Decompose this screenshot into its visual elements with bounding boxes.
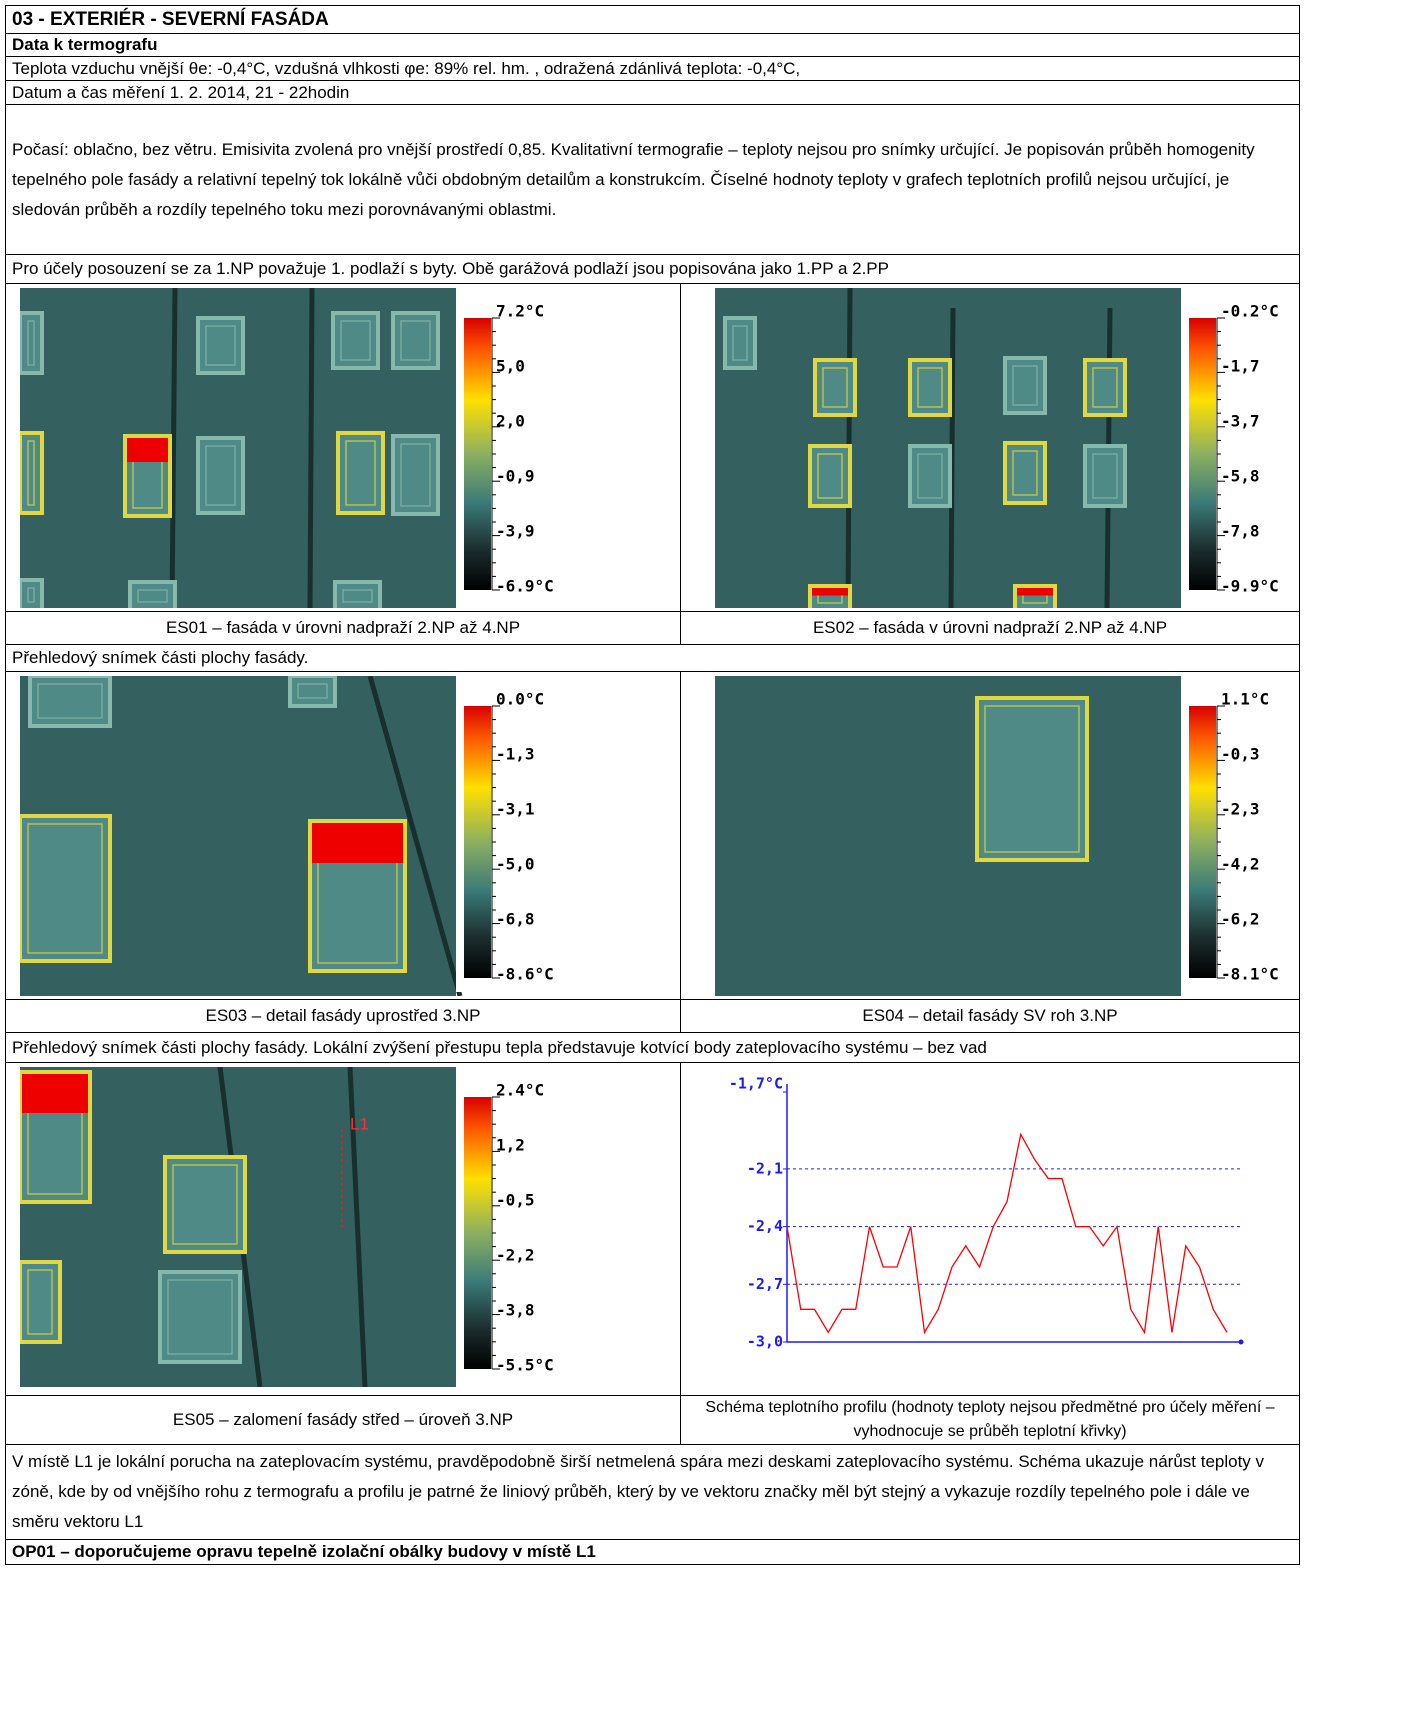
scale-label: -5.5°C [496, 1356, 554, 1375]
svg: 0.0°C -1,3 -3,1 -5,0 -6,8 -8.6°C [20, 676, 566, 996]
scale-label: -2,2 [496, 1246, 535, 1265]
scale-label: -8.6°C [496, 965, 554, 984]
svg: -3,0 -2,7 -2,4 -2,1 -1,7°C [681, 1067, 1299, 1395]
scale-label: -3,9 [496, 522, 535, 541]
window [290, 676, 335, 706]
scale-label: -9.9°C [1221, 577, 1279, 596]
image-cell: -0.2°C -1,7 -3,7 -5,8 -7,8 -9.9°C [681, 284, 1300, 612]
chart-caption: Schéma teplotního profilu (hodnoty teplo… [681, 1396, 1300, 1445]
heat-spot [312, 823, 403, 863]
svg: -0.2°C -1,7 -3,7 -5,8 -7,8 -9.9°C [715, 288, 1291, 608]
thermal-background [715, 676, 1181, 996]
scale-label: 2.4°C [496, 1081, 544, 1100]
scale-label: -0,5 [496, 1191, 535, 1210]
window [130, 582, 175, 608]
overview: Přehledový snímek části plochy fasády. [6, 645, 1300, 672]
scale-label: -5,8 [1221, 467, 1260, 486]
scale-label: -3,8 [496, 1301, 535, 1320]
scale-label: 7.2°C [496, 302, 544, 321]
window [20, 580, 42, 608]
scale-label: -7,8 [1221, 522, 1260, 541]
profile-line [787, 1134, 1227, 1332]
note: Pro účely posouzení se za 1.NP považuje … [6, 255, 1300, 284]
scale-label: -4,2 [1221, 855, 1260, 874]
conditions: Teplota vzduchu vnější θe: -0,4°C, vzduš… [6, 57, 1300, 81]
scale-label: 0.0°C [496, 690, 544, 709]
heat-spot [812, 588, 848, 596]
scale-label: -6,8 [496, 910, 535, 929]
axis-end [1239, 1340, 1244, 1345]
scale-bar [1189, 318, 1216, 590]
y-tick-label: -2,4 [747, 1217, 783, 1235]
scale-bar [464, 318, 491, 590]
scale-bar [1189, 706, 1216, 978]
scale-bar [464, 706, 491, 978]
page: 03 - EXTERIÉR - SEVERNÍ FASÁDA Data k te… [0, 0, 1416, 1717]
image-cell: L1 2.4°C 1,2 -0,5 -2,2 -3,8 -5.5°C [6, 1063, 681, 1396]
scale-label: 1.1°C [1221, 690, 1269, 709]
datetime: Datum a čas měření 1. 2. 2014, 21 - 22ho… [6, 81, 1300, 105]
y-tick-label: -2,1 [747, 1159, 783, 1177]
caption: ES05 – zalomení fasády střed – úroveň 3.… [6, 1396, 681, 1445]
caption: ES04 – detail fasády SV roh 3.NP [681, 1000, 1300, 1033]
scale-label: -0,9 [496, 467, 535, 486]
window [338, 433, 383, 513]
weather: Počasí: oblačno, bez větru. Emisivita zv… [6, 105, 1300, 255]
scale-label: -3,1 [496, 800, 535, 819]
facade-joint [310, 288, 312, 608]
window [1005, 443, 1045, 503]
window [198, 438, 243, 513]
scale-label: -1,3 [496, 745, 535, 764]
caption: ES01 – fasáda v úrovni nadpraží 2.NP až … [6, 612, 681, 645]
image-cell: 0.0°C -1,3 -3,1 -5,0 -6,8 -8.6°C [6, 672, 681, 1000]
heat-spot [127, 438, 168, 462]
svg: 1.1°C -0,3 -2,3 -4,2 -6,2 -8.1°C [715, 676, 1291, 996]
scale-label: -5,0 [496, 855, 535, 874]
facade-joint [172, 288, 175, 608]
y-tick-label: -3,0 [747, 1333, 783, 1351]
title: 03 - EXTERIÉR - SEVERNÍ FASÁDA [6, 6, 1300, 34]
svg: L1 2.4°C 1,2 -0,5 -2,2 -3,8 -5.5°C [20, 1067, 566, 1387]
chart-cell: -3,0 -2,7 -2,4 -2,1 -1,7°C [681, 1063, 1300, 1396]
section-heading: Data k termografu [6, 34, 1300, 57]
svg: 7.2°C 5,0 2,0 -0,9 -3,9 -6.9°C [20, 288, 566, 608]
finding: V místě L1 je lokální porucha na zateplo… [6, 1445, 1300, 1540]
window [20, 1262, 60, 1342]
y-tick-label: -2,7 [747, 1275, 783, 1293]
image-cell: 7.2°C 5,0 2,0 -0,9 -3,9 -6.9°C [6, 284, 681, 612]
window [335, 582, 380, 608]
window [977, 698, 1087, 860]
scale-label: 1,2 [496, 1136, 525, 1155]
scale-label: -0.2°C [1221, 302, 1279, 321]
window [160, 1272, 240, 1362]
scale-label: -1,7 [1221, 357, 1260, 376]
scale-bar [464, 1097, 491, 1369]
overview: Přehledový snímek části plochy fasády. L… [6, 1033, 1300, 1063]
scale-label: 5,0 [496, 357, 525, 376]
heat-spot [1017, 588, 1053, 596]
window [910, 446, 950, 506]
caption: ES02 – fasáda v úrovni nadpraží 2.NP až … [681, 612, 1300, 645]
scale-label: -6,2 [1221, 910, 1260, 929]
scale-label: -0,3 [1221, 745, 1260, 764]
image-cell: 1.1°C -0,3 -2,3 -4,2 -6,2 -8.1°C [681, 672, 1300, 1000]
window [20, 816, 110, 961]
scale-label: -8.1°C [1221, 965, 1279, 984]
marker-label: L1 [350, 1114, 369, 1133]
caption: ES03 – detail fasády uprostřed 3.NP [6, 1000, 681, 1033]
window [393, 436, 438, 514]
window [810, 446, 850, 506]
report-table: 03 - EXTERIÉR - SEVERNÍ FASÁDA Data k te… [5, 5, 1300, 1565]
window [1085, 446, 1125, 506]
scale-label: -6.9°C [496, 577, 554, 596]
recommendation: OP01 – doporučujeme opravu tepelně izola… [6, 1540, 1300, 1565]
heat-spot [22, 1074, 88, 1113]
scale-label: -2,3 [1221, 800, 1260, 819]
scale-label: -3,7 [1221, 412, 1260, 431]
window [20, 433, 42, 513]
scale-label: 2,0 [496, 412, 525, 431]
y-tick-label: -1,7°C [729, 1075, 783, 1093]
window [165, 1157, 245, 1252]
window [20, 313, 42, 373]
